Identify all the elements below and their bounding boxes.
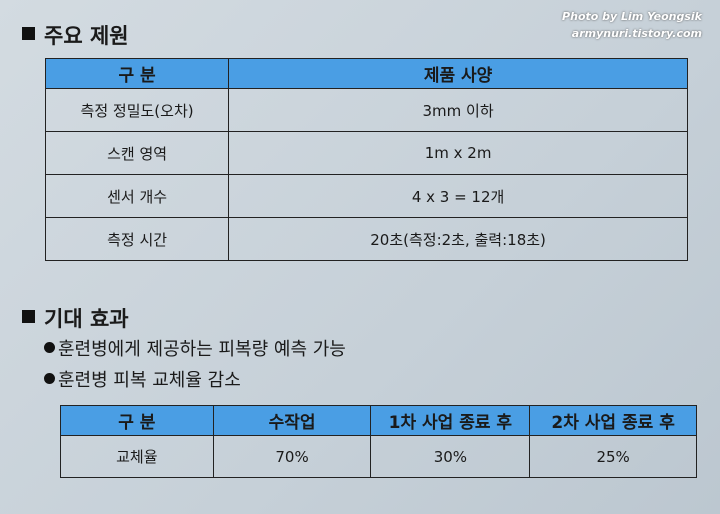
- section-title: 주요 제원: [44, 24, 129, 48]
- table-cell: 스캔 영역: [44, 131, 230, 175]
- table-cell: 측정 시간: [44, 217, 230, 261]
- spec-table: 구 분 제품 사양 측정 정밀도(오차) 3mm 이하 스캔 영역 1m x 2m 센서 개…: [44, 58, 688, 261]
- bullet-dot: [44, 342, 55, 353]
- table-cell: 20초(측정:2초, 출력:18초): [228, 217, 688, 261]
- watermark: armynuri.tistory.com: [571, 27, 702, 40]
- table-cell: 4 x 3 = 12개: [228, 174, 688, 218]
- table-cell: 30%: [370, 435, 531, 478]
- header-row: 구 분 수작업 1차 사업 종료 후 2차 사업 종료 후: [60, 405, 697, 436]
- table-cell: 센서 개수: [44, 174, 230, 218]
- table-cell: 3mm 이하: [228, 88, 688, 132]
- section-marker: [22, 27, 35, 40]
- bullet-text: 훈련병에게 제공하는 피복량 예측 가능: [58, 339, 346, 360]
- effect-table: 구 분 수작업 1차 사업 종료 후 2차 사업 종료 후 교체율 70% 30% 25%: [60, 405, 697, 478]
- header-cell: 구 분: [44, 58, 230, 89]
- table-cell: 1m x 2m: [228, 131, 688, 175]
- header-cell: 2차 사업 종료 후: [529, 405, 697, 436]
- table-cell: 25%: [529, 435, 697, 478]
- table-row: 측정 정밀도(오차) 3mm 이하: [44, 88, 688, 132]
- table-cell: 측정 정밀도(오차): [44, 88, 230, 132]
- header-cell: 수작업: [212, 405, 372, 436]
- table-cell: 교체율: [60, 435, 214, 478]
- header-cell: 제품 사양: [228, 58, 688, 89]
- table-row: 스캔 영역 1m x 2m: [44, 131, 688, 175]
- header-cell: 1차 사업 종료 후: [370, 405, 531, 436]
- table-row: 측정 시간 20초(측정:2초, 출력:18초): [44, 217, 688, 261]
- header-row: 구 분 제품 사양: [44, 58, 688, 89]
- section-title: 기대 효과: [44, 307, 129, 331]
- watermark: Photo by Lim Yeongsik: [562, 10, 702, 23]
- table-row: 교체율 70% 30% 25%: [60, 435, 697, 478]
- table-row: 센서 개수 4 x 3 = 12개: [44, 174, 688, 218]
- section-marker: [22, 310, 35, 323]
- header-cell: 구 분: [60, 405, 214, 436]
- bullet-dot: [44, 373, 55, 384]
- table-cell: 70%: [212, 435, 372, 478]
- bullet-text: 훈련병 피복 교체율 감소: [58, 370, 241, 391]
